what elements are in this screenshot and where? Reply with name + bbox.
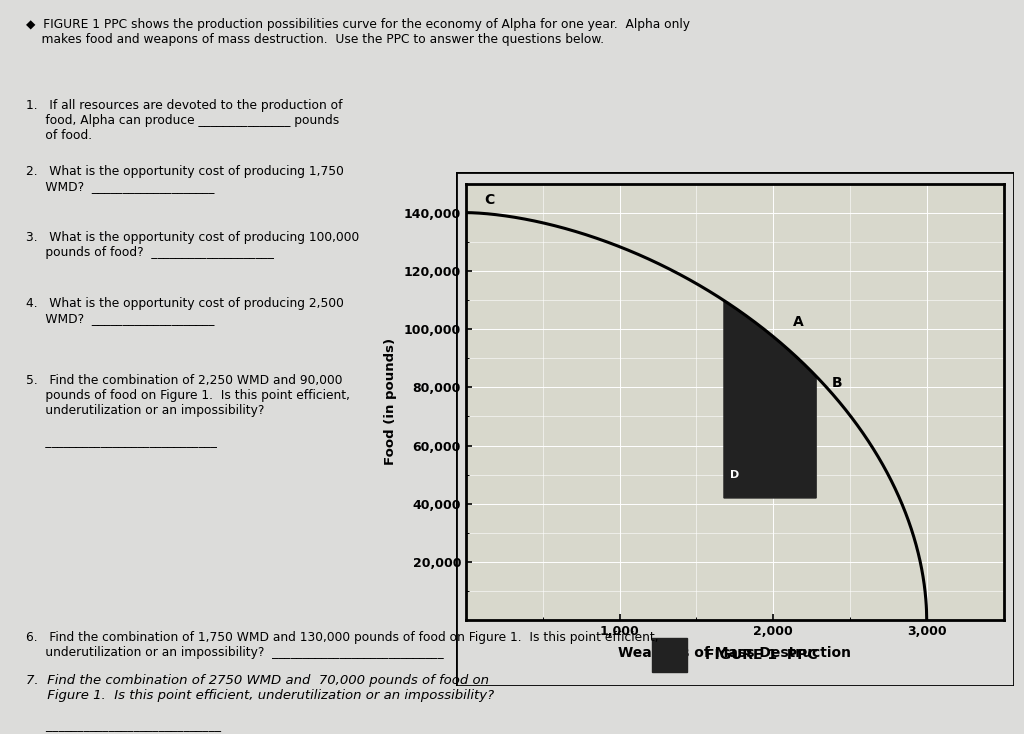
Text: D: D [730,470,739,479]
Text: ____________________________: ____________________________ [26,718,220,731]
Y-axis label: Food (in pounds): Food (in pounds) [384,338,397,465]
Text: C: C [484,193,495,207]
Text: FIGURE 1  PPC: FIGURE 1 PPC [705,648,817,662]
Text: 6.   Find the combination of 1,750 WMD and 130,000 pounds of food on Figure 1.  : 6. Find the combination of 1,750 WMD and… [26,631,658,659]
Text: B: B [831,377,842,390]
Text: 5.   Find the combination of 2,250 WMD and 90,000
     pounds of food on Figure : 5. Find the combination of 2,250 WMD and… [26,374,349,447]
Text: 4.   What is the opportunity cost of producing 2,500
     WMD?  ________________: 4. What is the opportunity cost of produ… [26,297,343,325]
Text: 2.   What is the opportunity cost of producing 1,750
     WMD?  ________________: 2. What is the opportunity cost of produ… [26,165,343,193]
Text: A: A [793,315,804,329]
Text: 3.   What is the opportunity cost of producing 100,000
     pounds of food?  ___: 3. What is the opportunity cost of produ… [26,231,358,259]
Text: 7.  Find the combination of 2750 WMD and  70,000 pounds of food on
     Figure 1: 7. Find the combination of 2750 WMD and … [26,674,494,702]
Polygon shape [724,301,816,498]
X-axis label: Weapons of Mass Destruction: Weapons of Mass Destruction [618,647,851,661]
Text: ◆  FIGURE 1 PPC shows the production possibilities curve for the economy of Alph: ◆ FIGURE 1 PPC shows the production poss… [26,18,689,46]
Bar [652,639,687,672]
Text: 1.   If all resources are devoted to the production of
     food, Alpha can prod: 1. If all resources are devoted to the p… [26,99,342,142]
